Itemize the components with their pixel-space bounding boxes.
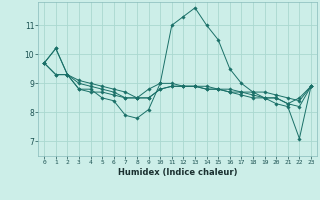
- X-axis label: Humidex (Indice chaleur): Humidex (Indice chaleur): [118, 168, 237, 177]
